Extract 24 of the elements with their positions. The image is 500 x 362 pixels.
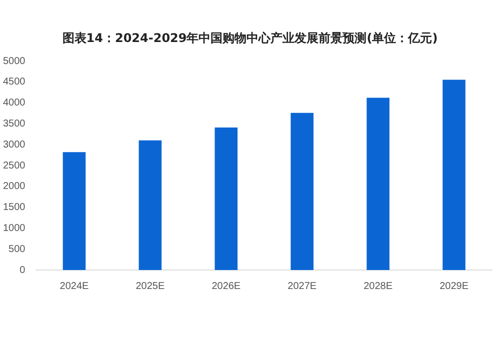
- y-tick-label: 500: [8, 244, 26, 255]
- y-tick-label: 4000: [2, 98, 26, 109]
- bar: [214, 127, 238, 270]
- y-tick-label: 4500: [2, 76, 26, 88]
- bar: [442, 80, 466, 270]
- bar: [366, 98, 390, 270]
- x-tick-label: 2024E: [60, 280, 90, 292]
- bar: [138, 140, 162, 270]
- chart-title: 图表14：2024-2029年中国购物中心产业发展前景预测(单位：亿元): [61, 30, 439, 47]
- bar: [62, 152, 86, 270]
- x-tick-label: 2029E: [440, 280, 469, 292]
- y-tick-label: 0: [20, 264, 26, 276]
- y-tick-label: 2000: [2, 181, 26, 192]
- x-tick-label: 2028E: [364, 280, 393, 292]
- y-tick-label: 1000: [2, 222, 26, 234]
- x-tick-label: 2027E: [288, 280, 317, 292]
- y-tick-label: 3500: [2, 118, 26, 130]
- y-tick-label: 5000: [2, 56, 26, 67]
- bar: [290, 112, 314, 270]
- y-tick-label: 1500: [2, 202, 26, 214]
- y-tick-label: 2500: [2, 160, 26, 172]
- x-tick-label: 2026E: [212, 280, 241, 292]
- x-tick-label: 2025E: [136, 280, 165, 292]
- y-tick-label: 3000: [2, 139, 26, 150]
